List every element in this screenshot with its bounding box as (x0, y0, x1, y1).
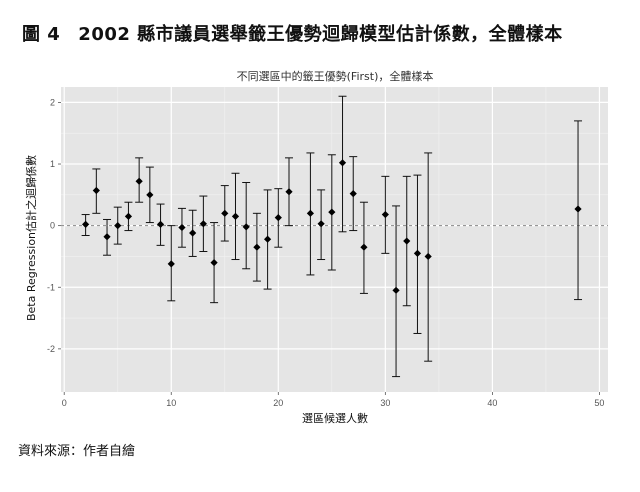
data-point (263, 235, 272, 243)
figure-number: 圖 4 (22, 24, 61, 45)
x-tick-label: 40 (487, 398, 497, 408)
data-point (92, 186, 100, 195)
data-point (285, 188, 293, 196)
data-point (413, 249, 422, 257)
y-tick-label: -2 (47, 344, 55, 354)
x-tick-label: 30 (380, 398, 390, 408)
data-point (360, 243, 368, 251)
data-point (253, 243, 261, 251)
data-point (103, 233, 111, 241)
x-tick-label: 10 (166, 398, 176, 408)
y-tick-label: 2 (50, 97, 55, 107)
data-point (242, 223, 250, 231)
plot-panel (61, 87, 608, 392)
data-point (199, 220, 207, 228)
y-tick-label: 0 (50, 221, 55, 231)
figure-title: 圖 4 2002 縣市議員選舉籤王優勢迴歸模型估計係數，全體樣本 (22, 20, 622, 46)
y-tick-label: 1 (50, 159, 55, 169)
data-point (274, 214, 282, 222)
data-point (146, 191, 154, 199)
data-point (221, 209, 229, 217)
figure-title-text: 2002 縣市議員選舉籤王優勢迴歸模型估計係數，全體樣本 (78, 24, 563, 45)
y-tick-label: -1 (47, 282, 55, 292)
data-point (424, 252, 432, 261)
data-point (392, 286, 400, 294)
data-point (189, 229, 197, 237)
x-tick-label: 50 (594, 398, 604, 408)
data-point (381, 210, 389, 219)
data-point (338, 159, 347, 167)
figure-source: 資料來源：作者自繪 (18, 444, 136, 459)
data-point (124, 212, 133, 220)
data-point (135, 177, 143, 185)
data-point (306, 209, 315, 217)
data-point (403, 237, 411, 245)
x-axis-ticks: 0 10 20 30 40 50 (62, 392, 604, 408)
y-axis-ticks: -2 -1 0 1 2 (47, 97, 61, 354)
data-point (349, 189, 357, 198)
chart-title: 不同選區中的籤王優勢(First)，全體樣本 (237, 69, 434, 83)
x-axis-title: 選區候選人數 (302, 411, 368, 425)
data-point (574, 205, 582, 213)
grid-minor (61, 87, 608, 392)
x-tick-label: 20 (273, 398, 283, 408)
data-point (156, 220, 165, 229)
data-point (114, 222, 122, 230)
data-point (317, 220, 325, 228)
data-point (210, 259, 218, 267)
y-axis-title: Beta Regression估計之迴歸係數 (24, 155, 38, 321)
data-point (231, 212, 240, 220)
points (82, 159, 582, 294)
data-point (167, 260, 175, 268)
data-point (178, 223, 186, 232)
data-point (82, 220, 90, 229)
data-point (328, 208, 336, 216)
x-tick-label: 0 (62, 398, 67, 408)
